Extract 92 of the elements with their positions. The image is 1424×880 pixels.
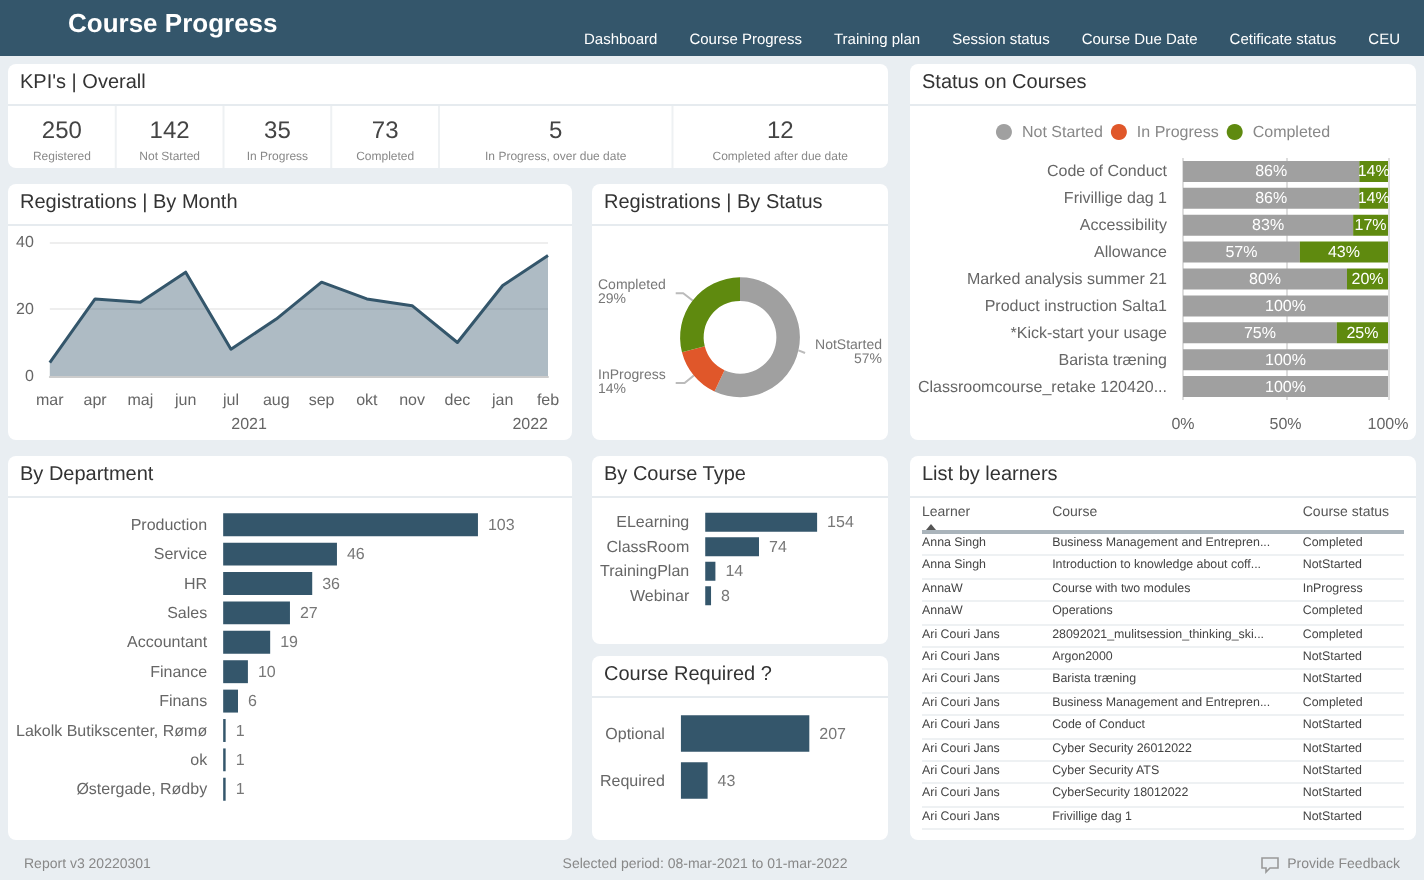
data-label: 86%	[1255, 189, 1288, 208]
x-tick-label: okt	[356, 391, 380, 409]
x-tick-label: mar	[36, 391, 65, 409]
y-tick-label: Required	[599, 771, 665, 790]
y-tick-label: Accountant	[127, 633, 209, 652]
data-label: 6	[248, 692, 259, 711]
y-tick-label: Code of Conduct	[1046, 162, 1169, 181]
text: Status on Courses	[910, 64, 1416, 106]
data-label: 17%	[1354, 216, 1387, 235]
data-label: 73	[371, 116, 400, 144]
chart-title: Registrations | By Month	[8, 184, 572, 226]
y-tick-label: Lakolk Butikscenter, Rømø	[15, 721, 208, 740]
y-tick-label: Østergade, Rødby	[76, 780, 208, 799]
data-label: 10	[257, 662, 277, 681]
legend-label: Not Started	[1021, 123, 1103, 141]
data-label: 80%	[1249, 270, 1282, 288]
data-label: 75%	[1243, 323, 1276, 342]
y-tick-label: Optional	[605, 724, 666, 743]
data-label: 100%	[1265, 350, 1306, 369]
y-tick-label: Classroomcourse_retake 120420...	[917, 377, 1168, 396]
data-label: 8	[721, 586, 732, 605]
y-tick-label: Barista træning	[1058, 350, 1168, 369]
y-tick-label: ClassRoom	[606, 537, 690, 556]
text: 2022	[512, 415, 550, 433]
x-tick-label: nov	[399, 391, 426, 409]
data-label: 207	[819, 724, 848, 743]
data-label: 43%	[1327, 243, 1360, 262]
data-label: 103	[487, 515, 516, 534]
data-label: 36	[322, 574, 342, 593]
data-label: 100%	[1265, 296, 1306, 315]
data-label: 14	[725, 562, 745, 581]
x-tick-label: 100%	[1367, 415, 1409, 433]
x-tick-label: jan	[490, 391, 514, 409]
data-label: 1	[235, 780, 246, 799]
data-label: 5	[549, 116, 564, 144]
data-label: 154	[827, 513, 855, 532]
legend-label: In Progress	[1136, 123, 1219, 141]
x-tick-label: jun	[172, 391, 197, 409]
text: Course Progress	[68, 8, 278, 38]
text: List by learners	[910, 456, 1416, 498]
data-label: 57%	[1225, 243, 1258, 262]
y-tick-label: ELearning	[616, 513, 690, 532]
y-tick-label: 40	[15, 233, 35, 251]
y-tick-label: HR	[184, 574, 208, 593]
y-tick-label: Product instruction Salta1	[984, 296, 1169, 315]
data-label: 43	[717, 771, 737, 790]
legend-label: Completed	[1252, 123, 1331, 141]
chart-title: Course Required ?	[592, 656, 888, 698]
data-label: 19	[280, 633, 300, 652]
data-label: 86%	[1255, 162, 1288, 181]
text: 2021	[231, 415, 268, 433]
x-tick-label: sep	[308, 391, 336, 409]
data-label: 20%	[1351, 270, 1384, 288]
data-label: 250	[41, 116, 83, 144]
data-label: 74	[768, 537, 788, 556]
y-tick-label: Finans	[159, 692, 208, 711]
y-tick-label: Webinar	[629, 586, 690, 605]
y-tick-label: Production	[130, 515, 208, 534]
x-tick-label: 50%	[1269, 415, 1302, 433]
y-tick-label: Accessibility	[1079, 216, 1168, 235]
y-tick-label: TrainingPlan	[599, 562, 690, 581]
y-tick-label: Marked analysis summer 21	[966, 270, 1169, 288]
y-tick-label: Frivillige dag 1	[1063, 189, 1169, 208]
y-tick-label: ok	[190, 750, 210, 769]
data-label: 12	[766, 116, 795, 144]
x-tick-label: maj	[127, 391, 154, 409]
data-label: 100%	[1265, 377, 1306, 396]
y-tick-label: 20	[15, 300, 35, 318]
data-label: 25%	[1346, 323, 1379, 342]
y-tick-label: Sales	[167, 603, 208, 622]
y-tick-label: *Kick-start your usage	[1010, 323, 1169, 342]
y-tick-label: Allowance	[1094, 243, 1169, 262]
x-tick-label: aug	[262, 391, 290, 409]
text: KPI's | Overall	[8, 64, 888, 106]
y-tick-label: Finance	[150, 662, 209, 681]
chart-title: By Department	[8, 456, 572, 498]
data-label: 83%	[1252, 216, 1285, 235]
chart-title: Registrations | By Status	[592, 184, 888, 226]
y-tick-label: Service	[153, 545, 209, 564]
x-tick-label: feb	[536, 391, 561, 409]
data-label: 142	[149, 116, 191, 144]
data-label: 46	[346, 545, 366, 564]
data-label: 27	[299, 603, 319, 622]
data-label: 35	[264, 116, 292, 144]
data-label: 1	[235, 750, 246, 769]
x-tick-label: apr	[83, 391, 108, 409]
x-tick-label: dec	[444, 391, 471, 409]
y-tick-label: 0	[24, 367, 35, 385]
x-tick-label: 0%	[1171, 415, 1195, 433]
x-tick-label: jul	[220, 391, 240, 409]
chart-title: By Course Type	[592, 456, 888, 498]
data-label: 1	[235, 721, 246, 740]
